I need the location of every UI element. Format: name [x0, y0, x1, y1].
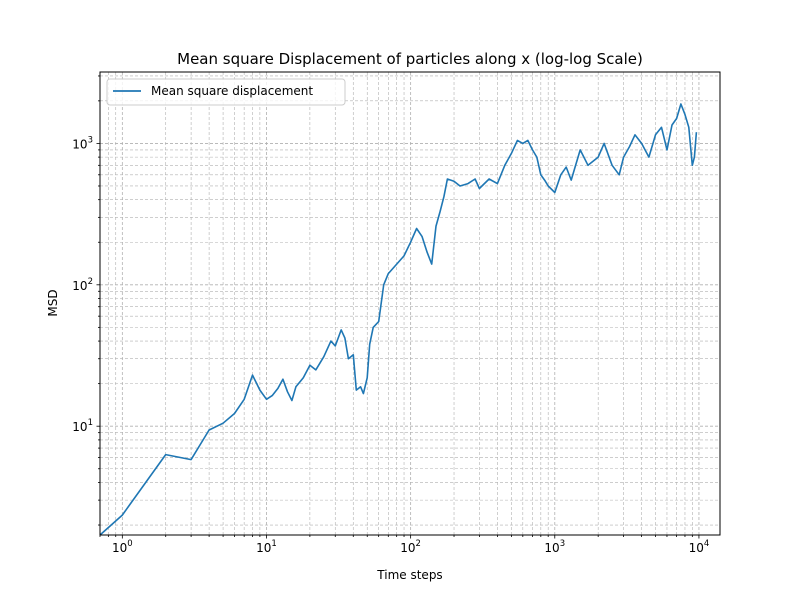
x-axis-label: Time steps: [376, 568, 442, 582]
grid: [99, 72, 720, 535]
x-tick-label: 103: [544, 539, 565, 555]
legend-box: [106, 78, 346, 106]
y-tick-label: 101: [72, 418, 93, 434]
y-axis-label: MSD: [46, 289, 60, 316]
x-tick-label: 100: [112, 539, 133, 555]
series-line-0: [99, 103, 698, 536]
x-tick-label: 101: [256, 539, 277, 555]
chart-title: Mean square Displacement of particles al…: [177, 50, 643, 68]
plot-frame: [99, 71, 721, 536]
x-tick-label: 104: [689, 539, 710, 555]
ticks: 100 101 102 103 104 101 102 103: [72, 75, 710, 555]
series-layer: [99, 103, 698, 536]
y-tick-label: 102: [72, 277, 93, 293]
legend: Mean square displacement: [106, 78, 346, 106]
legend-entry: Mean square displacement: [151, 84, 313, 98]
y-tick-label: 103: [72, 135, 93, 151]
x-tick-label: 102: [400, 539, 421, 555]
